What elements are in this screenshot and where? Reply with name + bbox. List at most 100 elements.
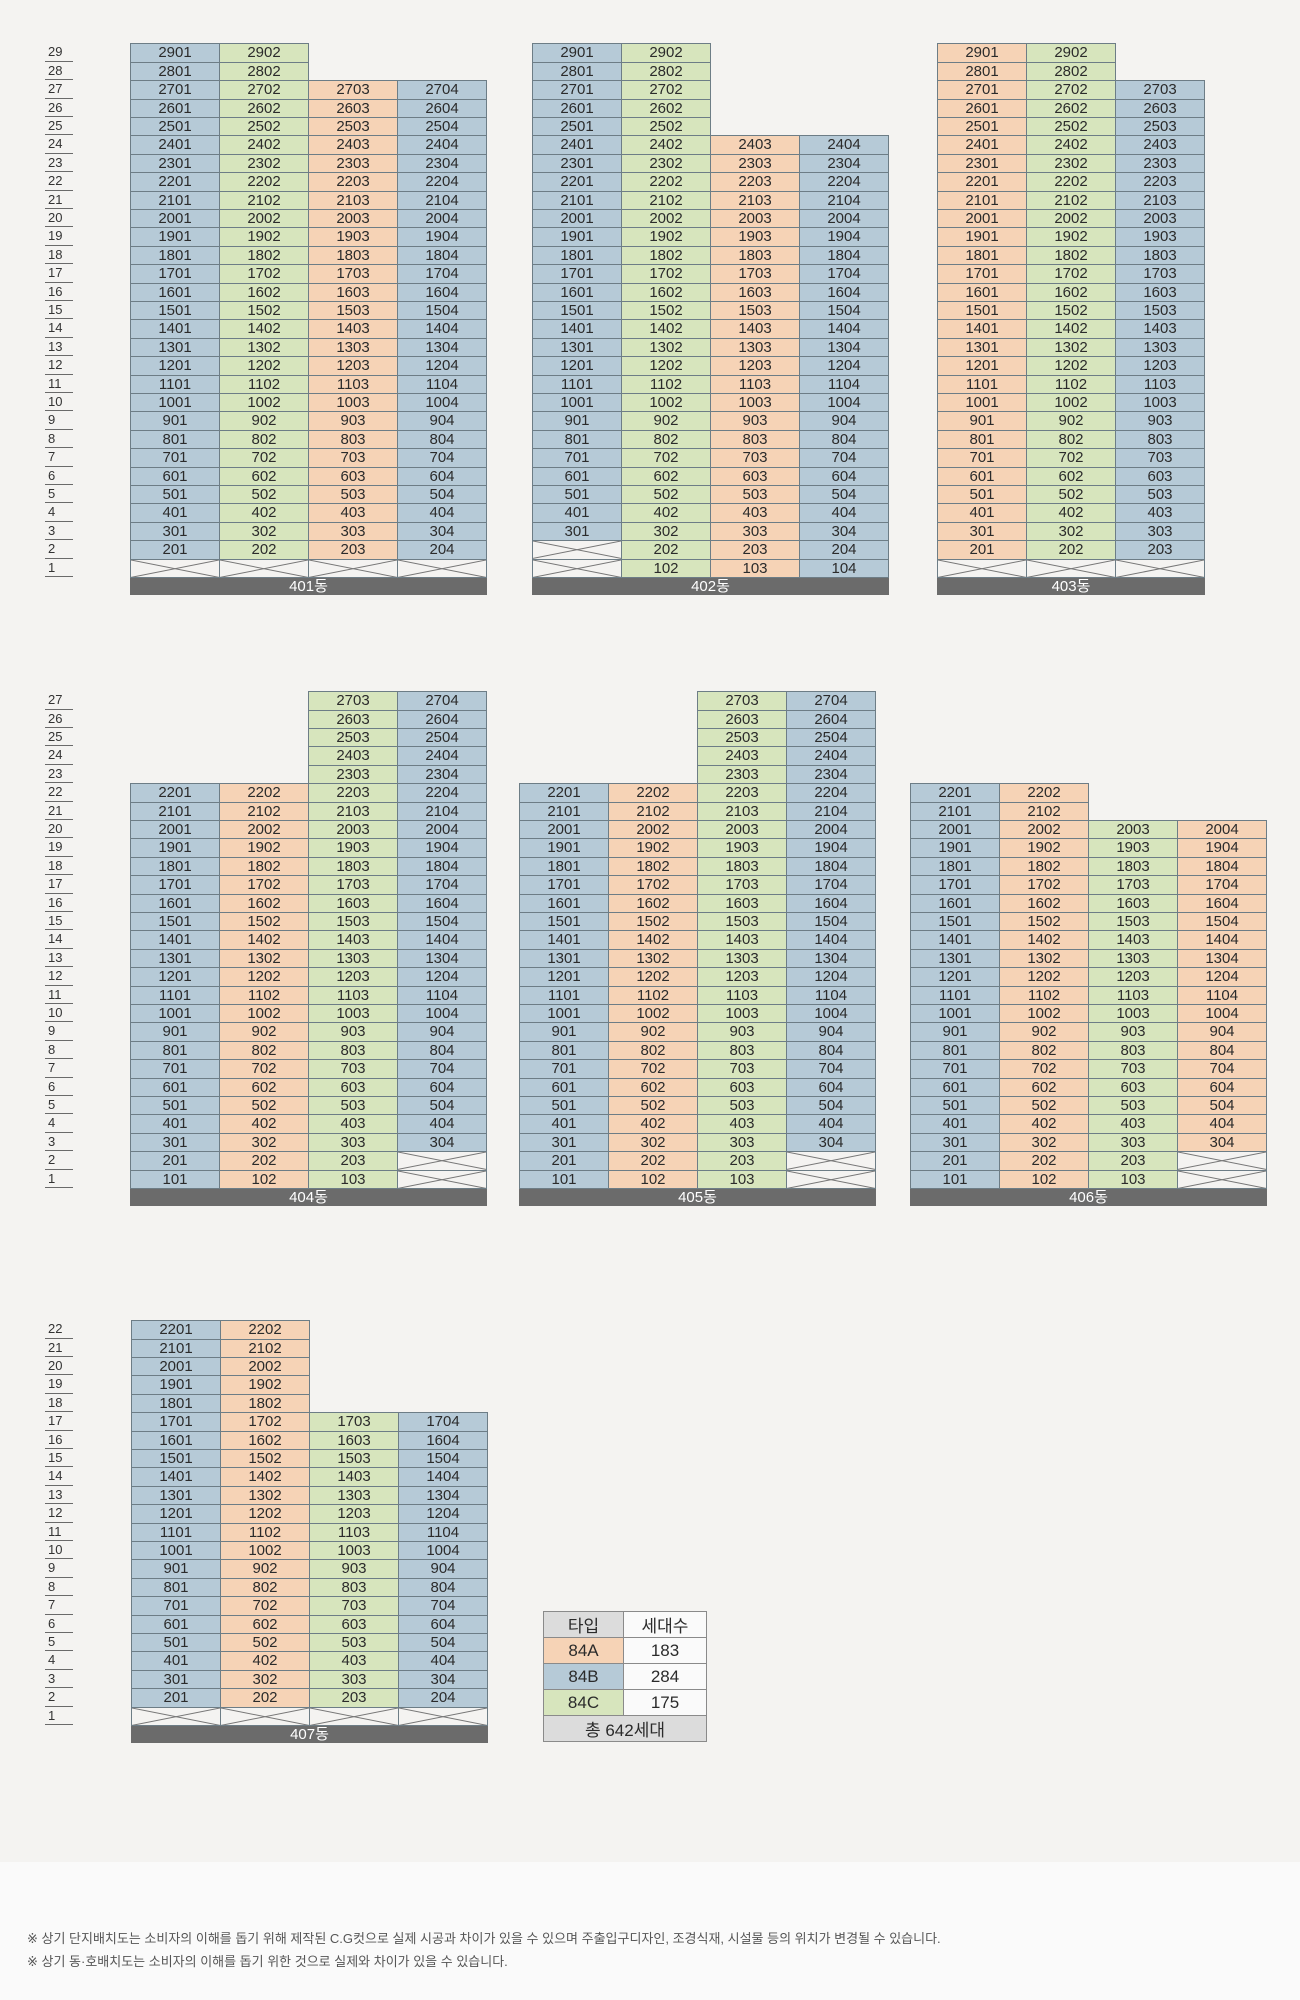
unit-cell[interactable]: 704 <box>397 448 487 468</box>
unit-cell[interactable]: 301 <box>130 521 220 542</box>
unit-cell[interactable]: 1102 <box>219 374 309 394</box>
unit-cell[interactable]: 504 <box>397 1096 487 1116</box>
unit-cell[interactable]: 2104 <box>799 190 889 210</box>
unit-cell[interactable]: 502 <box>219 485 309 505</box>
unit-cell[interactable]: 904 <box>397 1022 487 1042</box>
unit-cell[interactable]: 1002 <box>1026 393 1116 413</box>
unit-cell[interactable]: 802 <box>999 1040 1089 1061</box>
unit-cell[interactable]: 2002 <box>1026 209 1116 229</box>
unit-cell[interactable]: 804 <box>1177 1040 1267 1061</box>
unit-cell[interactable]: 1202 <box>219 356 309 376</box>
unit-cell[interactable]: 2704 <box>786 691 876 711</box>
unit-cell[interactable]: 1001 <box>937 393 1027 413</box>
unit-cell[interactable]: 502 <box>621 485 711 505</box>
unit-cell[interactable]: 2001 <box>910 820 1000 840</box>
unit-cell[interactable]: 1104 <box>1177 985 1267 1005</box>
unit-cell[interactable]: 1602 <box>1026 282 1116 302</box>
unit-cell[interactable]: 1503 <box>1115 301 1205 321</box>
unit-cell[interactable]: 2801 <box>532 61 622 82</box>
unit-cell[interactable]: 2103 <box>697 801 787 821</box>
unit-cell[interactable]: 1403 <box>710 319 800 339</box>
unit-cell[interactable]: 1002 <box>219 393 309 413</box>
unit-cell[interactable]: 404 <box>397 1114 487 1134</box>
unit-cell[interactable]: 1602 <box>621 282 711 302</box>
unit-cell[interactable]: 201 <box>130 540 220 560</box>
unit-cell[interactable]: 701 <box>910 1059 1000 1079</box>
unit-cell[interactable]: 2204 <box>397 783 487 803</box>
unit-cell[interactable]: 1304 <box>397 948 487 969</box>
unit-cell[interactable]: 1902 <box>621 227 711 247</box>
unit-cell[interactable]: 1801 <box>131 1393 221 1414</box>
unit-cell[interactable]: 1502 <box>1026 301 1116 321</box>
unit-cell[interactable]: 1903 <box>710 227 800 247</box>
unit-cell[interactable]: 1403 <box>697 930 787 950</box>
unit-cell[interactable]: 1301 <box>130 337 220 358</box>
unit-cell[interactable]: 1903 <box>308 227 398 247</box>
unit-cell[interactable]: 1801 <box>130 856 220 877</box>
unit-cell[interactable]: 501 <box>910 1096 1000 1116</box>
unit-cell[interactable]: 203 <box>309 1688 399 1708</box>
unit-cell[interactable]: 1701 <box>519 875 609 895</box>
unit-cell[interactable]: 1204 <box>786 967 876 987</box>
unit-cell[interactable]: 2601 <box>130 98 220 118</box>
unit-cell[interactable]: 1203 <box>309 1504 399 1524</box>
unit-cell[interactable]: 1004 <box>397 1004 487 1024</box>
unit-cell[interactable]: 1103 <box>1115 374 1205 394</box>
unit-cell[interactable]: 202 <box>220 1688 310 1708</box>
unit-cell[interactable]: 501 <box>519 1096 609 1116</box>
unit-cell[interactable]: 2102 <box>999 801 1089 821</box>
unit-cell[interactable]: 2604 <box>786 709 876 729</box>
unit-cell[interactable]: 1303 <box>1088 948 1178 969</box>
unit-cell[interactable]: 1501 <box>130 301 220 321</box>
unit-cell[interactable]: 1401 <box>131 1467 221 1487</box>
unit-cell[interactable]: 1103 <box>308 985 398 1005</box>
unit-cell[interactable]: 1001 <box>130 393 220 413</box>
unit-cell[interactable]: 1201 <box>130 967 220 987</box>
unit-cell[interactable]: 303 <box>1088 1132 1178 1153</box>
unit-cell[interactable]: 1002 <box>621 393 711 413</box>
unit-cell[interactable]: 601 <box>130 466 220 486</box>
unit-cell[interactable]: 1301 <box>519 948 609 969</box>
unit-cell[interactable]: 1501 <box>937 301 1027 321</box>
unit-cell[interactable]: 1404 <box>799 319 889 339</box>
unit-cell[interactable]: 1901 <box>131 1375 221 1395</box>
unit-cell[interactable]: 601 <box>131 1614 221 1634</box>
unit-cell[interactable]: 103 <box>710 558 800 578</box>
unit-cell[interactable]: 603 <box>1115 466 1205 486</box>
unit-cell[interactable]: 1802 <box>220 1393 310 1414</box>
unit-cell[interactable]: 2502 <box>1026 117 1116 137</box>
unit-cell[interactable]: 1704 <box>397 875 487 895</box>
unit-cell[interactable]: 901 <box>130 1022 220 1042</box>
unit-cell[interactable]: 1203 <box>697 967 787 987</box>
unit-cell[interactable]: 502 <box>220 1633 310 1653</box>
unit-cell[interactable]: 902 <box>219 411 309 431</box>
unit-cell[interactable]: 801 <box>130 429 220 450</box>
unit-cell[interactable]: 2102 <box>1026 190 1116 210</box>
unit-cell[interactable]: 2403 <box>1115 135 1205 155</box>
unit-cell[interactable]: 1903 <box>697 838 787 858</box>
unit-cell[interactable]: 2703 <box>308 691 398 711</box>
unit-cell[interactable]: 1302 <box>621 337 711 358</box>
unit-cell[interactable]: 1604 <box>799 282 889 302</box>
unit-cell[interactable]: 804 <box>398 1577 488 1598</box>
unit-cell[interactable]: 503 <box>308 1096 398 1116</box>
unit-cell[interactable]: 404 <box>799 503 889 523</box>
unit-cell[interactable]: 1801 <box>532 245 622 266</box>
unit-cell[interactable]: 1201 <box>130 356 220 376</box>
unit-cell[interactable]: 1802 <box>219 245 309 266</box>
unit-cell[interactable]: 1004 <box>397 393 487 413</box>
unit-cell[interactable]: 703 <box>308 1059 398 1079</box>
unit-cell[interactable]: 1504 <box>786 912 876 932</box>
unit-cell[interactable]: 1502 <box>219 301 309 321</box>
unit-cell[interactable]: 1402 <box>608 930 698 950</box>
unit-cell[interactable]: 2203 <box>710 172 800 192</box>
unit-cell[interactable]: 2101 <box>532 190 622 210</box>
unit-cell[interactable]: 2902 <box>219 43 309 63</box>
unit-cell[interactable]: 201 <box>937 540 1027 560</box>
unit-cell[interactable]: 2501 <box>130 117 220 137</box>
unit-cell[interactable]: 1402 <box>999 930 1089 950</box>
unit-cell[interactable]: 103 <box>308 1169 398 1189</box>
unit-cell[interactable]: 1704 <box>1177 875 1267 895</box>
unit-cell[interactable]: 401 <box>937 503 1027 523</box>
unit-cell[interactable]: 804 <box>799 429 889 450</box>
